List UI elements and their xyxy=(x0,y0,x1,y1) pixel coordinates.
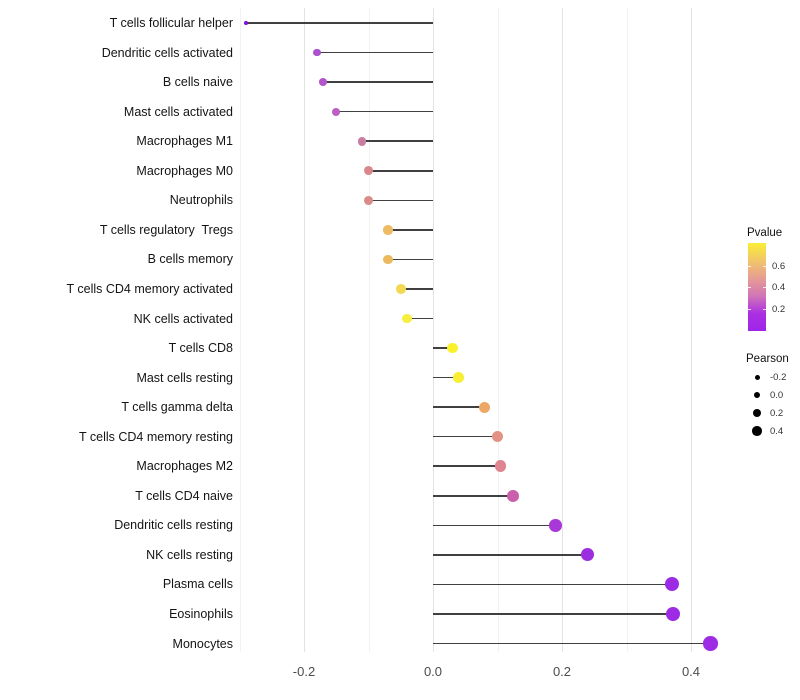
x-axis-tick-label: 0.4 xyxy=(681,664,701,679)
y-axis-label: Eosinophils xyxy=(169,607,233,621)
minor-grid-line xyxy=(626,8,628,652)
pvalue-tick-label: 0.4 xyxy=(772,282,786,294)
y-axis-label: Dendritic cells activated xyxy=(101,45,233,60)
y-axis-label: T cells follicular helper xyxy=(109,16,233,30)
minor-grid-line xyxy=(239,8,241,652)
y-axis-label: NK cells resting xyxy=(146,547,233,562)
lollipop-stem xyxy=(433,524,556,527)
lollipop-dot xyxy=(665,606,680,621)
y-axis-label: Mast cells activated xyxy=(123,104,233,119)
lollipop-dot xyxy=(383,254,393,265)
lollipop-dot xyxy=(395,284,406,294)
lollipop-dot xyxy=(313,48,321,57)
lollipop-stem xyxy=(387,229,433,231)
lollipop-stem xyxy=(407,317,433,320)
pvalue-gradient-bar xyxy=(748,243,766,331)
pvalue-legend-title: Pvalue xyxy=(747,227,783,239)
pearson-size-label: 0.2 xyxy=(770,408,784,419)
major-grid-line xyxy=(433,8,434,652)
lollipop-dot xyxy=(664,577,679,592)
pearson-size-dot xyxy=(753,409,761,417)
pearson-size-label: 0.4 xyxy=(770,426,784,437)
lollipop-stem xyxy=(323,81,433,83)
lollipop-dot xyxy=(453,372,465,383)
y-axis-label: Macrophages M0 xyxy=(136,163,233,178)
y-axis-label: Macrophages M2 xyxy=(136,459,233,474)
lollipop-stem xyxy=(433,406,485,408)
lollipop-stem xyxy=(433,435,498,438)
major-grid-line xyxy=(304,8,305,652)
pvalue-bar-tick xyxy=(748,287,751,289)
y-axis-label: T cells gamma delta xyxy=(121,400,233,415)
lollipop-stem xyxy=(433,642,711,645)
pvalue-bar-tick xyxy=(763,287,766,289)
y-axis-label: Mast cells resting xyxy=(136,370,233,385)
pvalue-bar-tick xyxy=(763,309,766,310)
x-axis-tick-label: -0.2 xyxy=(292,664,316,679)
pearson-size-dot xyxy=(753,391,761,399)
y-axis-label: Dendritic cells resting xyxy=(114,518,233,533)
lollipop-dot xyxy=(402,313,413,324)
lollipop-stem xyxy=(433,347,453,349)
y-axis-label: B cells memory xyxy=(147,252,233,267)
lollipop-stem xyxy=(433,554,588,556)
y-axis-label: T cells CD4 naive xyxy=(135,488,233,503)
x-axis-tick-label: 0.2 xyxy=(552,664,572,679)
lollipop-stem xyxy=(433,465,501,468)
lollipop-dot xyxy=(364,195,373,205)
lollipop-stem xyxy=(433,376,459,379)
lollipop-dot xyxy=(357,136,367,146)
y-axis-label: T cells CD8 xyxy=(168,341,233,356)
lollipop-stem xyxy=(336,110,433,113)
lollipop-dot xyxy=(703,636,718,651)
lollipop-dot xyxy=(447,342,458,354)
pearson-size-label: -0.2 xyxy=(770,372,787,383)
lollipop-dot xyxy=(383,225,393,235)
lollipop-stem xyxy=(433,613,673,615)
lollipop-stem xyxy=(433,495,513,497)
y-axis-label: Macrophages M1 xyxy=(136,134,233,149)
pearson-size-dot xyxy=(754,374,760,380)
pearson-size-dot xyxy=(752,426,762,436)
lollipop-dot xyxy=(478,401,491,413)
lollipop-stem xyxy=(362,140,433,142)
y-axis-label: Plasma cells xyxy=(162,577,233,592)
y-axis-label: Neutrophils xyxy=(169,193,233,208)
lollipop-dot xyxy=(243,21,248,25)
lollipop-stem xyxy=(387,258,433,261)
y-axis-label: T cells CD4 memory activated xyxy=(66,281,234,296)
lollipop-dot xyxy=(364,166,373,176)
y-axis-label: T cells regulatory Tregs xyxy=(99,222,233,237)
lollipop-dot xyxy=(507,489,519,502)
major-grid-line xyxy=(691,8,692,652)
minor-grid-line xyxy=(368,8,370,652)
pvalue-tick-label: 0.2 xyxy=(772,304,786,315)
lollipop-dot xyxy=(332,107,341,116)
pvalue-bar-tick xyxy=(748,309,751,310)
lollipop-dot xyxy=(581,548,595,562)
y-axis-label: B cells naive xyxy=(162,75,233,90)
lollipop-stem xyxy=(433,583,672,586)
lollipop-stem xyxy=(245,22,433,24)
lollipop-dot xyxy=(491,430,504,443)
pearson-size-label: 0.0 xyxy=(770,390,784,401)
lollipop-dot xyxy=(549,519,562,532)
lollipop-stem xyxy=(400,288,433,290)
minor-grid-line xyxy=(497,8,499,652)
pvalue-tick-label: 0.6 xyxy=(772,260,786,272)
lollipop-stem xyxy=(368,199,433,202)
pearson-legend-title: Pearson xyxy=(746,353,789,365)
lollipop-dot xyxy=(494,460,507,472)
y-axis-label: Monocytes xyxy=(172,636,233,651)
lollipop-stem xyxy=(316,51,433,54)
lollipop-stem xyxy=(368,169,433,172)
y-axis-label: NK cells activated xyxy=(133,311,233,326)
pvalue-bar-tick xyxy=(763,265,766,267)
lollipop-dot xyxy=(319,78,328,86)
major-grid-line xyxy=(562,8,563,652)
x-axis-tick-label: 0.0 xyxy=(423,664,443,679)
pvalue-bar-tick xyxy=(748,265,751,267)
y-axis-label: T cells CD4 memory resting xyxy=(79,429,233,444)
